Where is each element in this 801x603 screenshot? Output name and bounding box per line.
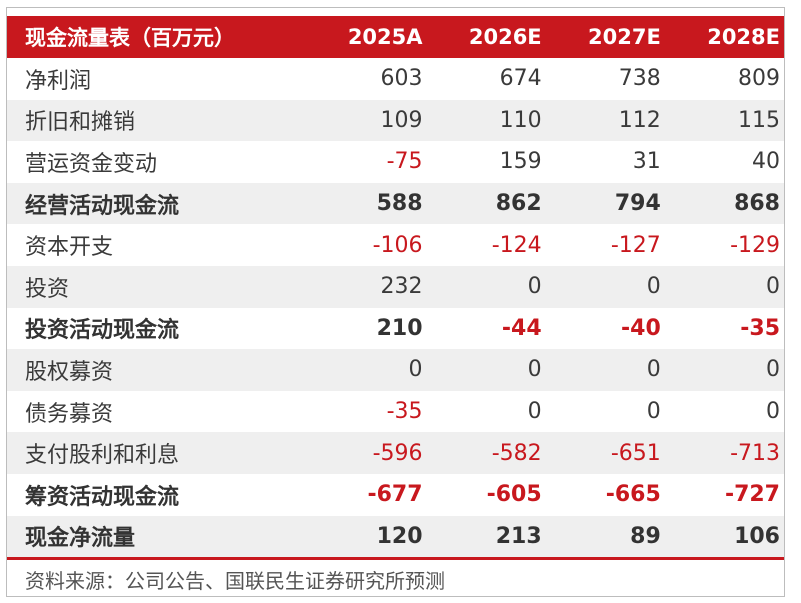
row-value: -40 xyxy=(621,315,661,341)
row-value: 603 xyxy=(380,66,423,92)
row-value: 40 xyxy=(752,149,780,175)
row-value: 120 xyxy=(307,515,427,561)
table-row: 净利润 603 674 738 809 xyxy=(7,58,784,100)
row-value: 809 xyxy=(738,66,780,92)
row-value: 106 xyxy=(664,515,784,561)
cash-flow-table-card: 现金流量表（百万元） 2025A 2026E 2027E 2028E 净利润 60… xyxy=(6,7,785,597)
row-value: -665 xyxy=(605,482,661,508)
row-value: 110 xyxy=(426,99,546,142)
header-year-2027e: 2027E xyxy=(545,16,665,58)
row-value: 0 xyxy=(545,349,665,391)
row-value: 0 xyxy=(426,265,546,308)
row-label: 投资 xyxy=(7,265,308,308)
row-label: 折旧和摊销 xyxy=(7,99,308,142)
row-value: -35 xyxy=(740,315,780,341)
cash-flow-table: 现金流量表（百万元） 2025A 2026E 2027E 2028E 净利润 60… xyxy=(7,16,784,561)
header-year-2028e: 2028E xyxy=(664,16,784,58)
row-label: 营运资金变动 xyxy=(25,151,158,177)
table-row: 筹资活动现金流 -677 -605 -665 -727 xyxy=(7,474,784,516)
table-row: 债务募资 -35 0 0 0 xyxy=(7,391,784,433)
row-value: 588 xyxy=(307,182,427,225)
row-value: 862 xyxy=(426,182,546,225)
row-value: 115 xyxy=(664,99,784,142)
row-value: -727 xyxy=(724,482,780,508)
row-label: 支付股利和利息 xyxy=(7,432,308,474)
row-value: 674 xyxy=(499,66,542,92)
row-value: 0 xyxy=(664,265,784,308)
row-label: 经营活动现金流 xyxy=(7,182,308,225)
row-value: -75 xyxy=(386,149,423,175)
table-header-row: 现金流量表（百万元） 2025A 2026E 2027E 2028E xyxy=(7,16,784,58)
row-value: 0 xyxy=(527,399,542,425)
row-value: -127 xyxy=(610,232,661,258)
header-year-2026e: 2026E xyxy=(426,16,546,58)
row-value: 738 xyxy=(618,66,661,92)
table-row: 支付股利和利息 -596 -582 -651 -713 xyxy=(7,432,784,474)
source-note: 资料来源：公司公告、国联民生证券研究所预测 xyxy=(25,569,445,593)
row-value: -44 xyxy=(501,315,542,341)
row-label: 投资活动现金流 xyxy=(25,318,180,344)
row-value: 0 xyxy=(664,349,784,391)
row-label: 现金净流量 xyxy=(7,515,308,561)
row-label: 筹资活动现金流 xyxy=(25,484,180,510)
row-value: 0 xyxy=(545,265,665,308)
row-label: 净利润 xyxy=(25,68,92,94)
row-value: -582 xyxy=(426,432,546,474)
row-value: -596 xyxy=(307,432,427,474)
row-value: 0 xyxy=(766,399,780,425)
header-title: 现金流量表（百万元） xyxy=(7,16,308,58)
row-value: 89 xyxy=(545,515,665,561)
row-value: 112 xyxy=(545,99,665,142)
row-value: 213 xyxy=(426,515,546,561)
row-value: 794 xyxy=(545,182,665,225)
row-value: -106 xyxy=(372,232,423,258)
table-row: 经营活动现金流 588 862 794 868 xyxy=(7,182,784,225)
row-value: 0 xyxy=(646,399,661,425)
row-value: 109 xyxy=(307,99,427,142)
row-value: 0 xyxy=(426,349,546,391)
row-value: -129 xyxy=(730,232,780,258)
row-label: 股权募资 xyxy=(7,349,308,391)
row-value: -713 xyxy=(664,432,784,474)
header-year-2025a: 2025A xyxy=(307,16,427,58)
table-row: 投资 232 0 0 0 xyxy=(7,265,784,308)
row-value: 159 xyxy=(499,149,542,175)
row-value: -124 xyxy=(491,232,542,258)
row-value: -605 xyxy=(486,482,542,508)
table-row: 营运资金变动 -75 159 31 40 xyxy=(7,141,784,183)
row-label: 资本开支 xyxy=(25,235,114,261)
table-row: 现金净流量 120 213 89 106 xyxy=(7,515,784,561)
row-value: -651 xyxy=(545,432,665,474)
row-label: 债务募资 xyxy=(25,401,114,427)
table-row: 投资活动现金流 210 -44 -40 -35 xyxy=(7,308,784,350)
row-value: -677 xyxy=(367,482,423,508)
row-value: -35 xyxy=(386,399,423,425)
table-row: 股权募资 0 0 0 0 xyxy=(7,349,784,391)
table-row: 折旧和摊销 109 110 112 115 xyxy=(7,99,784,142)
row-value: 868 xyxy=(664,182,784,225)
row-value: 210 xyxy=(376,315,423,341)
row-value: 0 xyxy=(307,349,427,391)
row-value: 31 xyxy=(632,149,661,175)
row-value: 232 xyxy=(307,265,427,308)
table-row: 资本开支 -106 -124 -127 -129 xyxy=(7,224,784,266)
